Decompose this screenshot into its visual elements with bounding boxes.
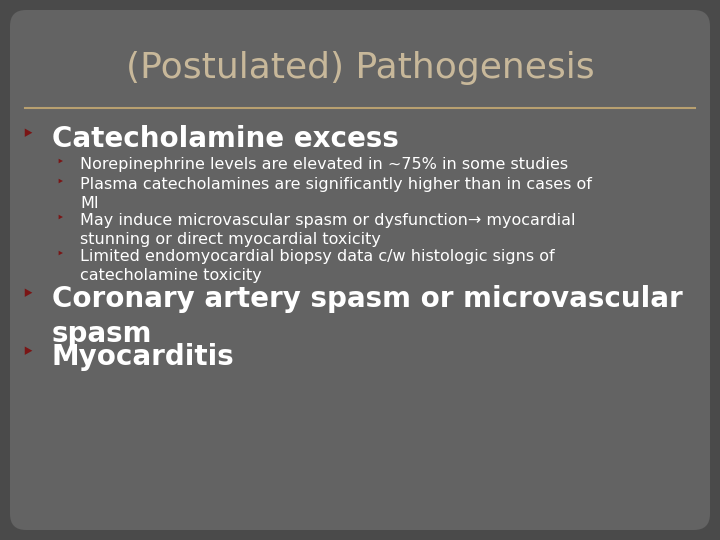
Text: ‣: ‣ bbox=[56, 213, 63, 223]
Text: ‣: ‣ bbox=[22, 125, 35, 144]
Text: ‣: ‣ bbox=[56, 177, 63, 187]
Text: ‣: ‣ bbox=[56, 249, 63, 259]
Text: May induce microvascular spasm or dysfunction→ myocardial
stunning or direct myo: May induce microvascular spasm or dysfun… bbox=[80, 213, 575, 247]
Text: (Postulated) Pathogenesis: (Postulated) Pathogenesis bbox=[126, 51, 594, 85]
Text: Plasma catecholamines are significantly higher than in cases of
MI: Plasma catecholamines are significantly … bbox=[80, 177, 592, 211]
FancyBboxPatch shape bbox=[10, 10, 710, 530]
Text: Coronary artery spasm or microvascular
spasm: Coronary artery spasm or microvascular s… bbox=[52, 285, 683, 348]
Text: Catecholamine excess: Catecholamine excess bbox=[52, 125, 399, 153]
Text: ‣: ‣ bbox=[22, 343, 35, 362]
Text: ‣: ‣ bbox=[56, 157, 63, 167]
Text: ‣: ‣ bbox=[22, 285, 35, 304]
Text: Norepinephrine levels are elevated in ~75% in some studies: Norepinephrine levels are elevated in ~7… bbox=[80, 157, 568, 172]
Text: Myocarditis: Myocarditis bbox=[52, 343, 235, 371]
Text: Limited endomyocardial biopsy data c/w histologic signs of
catecholamine toxicit: Limited endomyocardial biopsy data c/w h… bbox=[80, 249, 554, 282]
